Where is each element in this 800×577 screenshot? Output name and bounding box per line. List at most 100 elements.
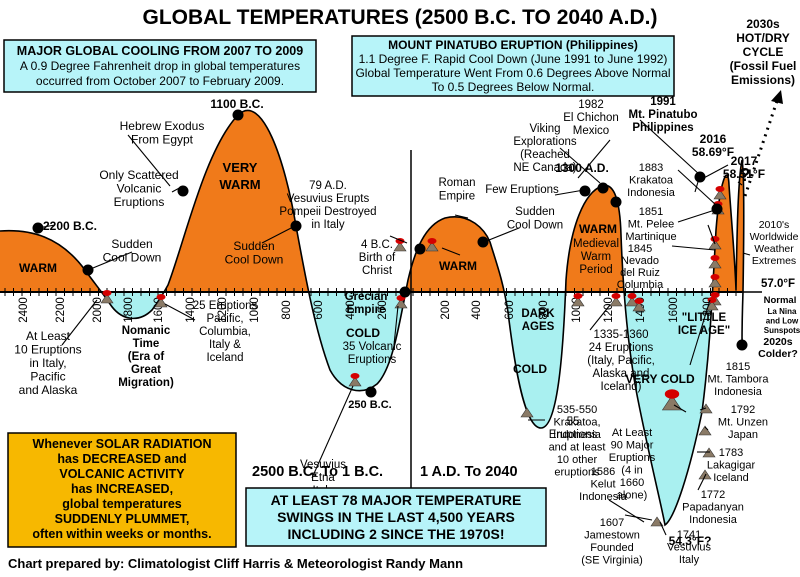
annotation-text: Few Eruptions: [485, 184, 559, 196]
annotation-text: "LITTLE ICE AGE": [678, 312, 730, 337]
region-label: VERY: [223, 160, 258, 175]
cycle-label-line: HOT/DRY: [736, 31, 790, 45]
annotation-text: 1300 A.D.: [555, 161, 609, 175]
solar-box-line: VOLCANIC ACTIVITY: [59, 467, 185, 481]
annotation-text: 1772 Papadanyan Indonesia: [682, 489, 744, 526]
annotation-text: 57.0°F: [761, 278, 795, 290]
leader-line: [742, 252, 751, 256]
region-label: WARM: [219, 177, 260, 192]
eruption-plume-icon: [710, 255, 720, 261]
annotation-text: 2200 B.C.: [43, 219, 97, 233]
chart-title: GLOBAL TEMPERATURES (2500 B.C. TO 2040 A…: [143, 6, 658, 29]
eruption-plume-icon: [573, 293, 583, 299]
region-label: VERY COLD: [625, 372, 695, 386]
event-dot: [365, 386, 377, 398]
event-dot: [711, 203, 723, 215]
x-tick-label: 1800: [123, 297, 135, 323]
x-tick-label: 1200: [217, 297, 229, 323]
annotation-text: 4 B.C. Birth of Christ: [359, 239, 396, 277]
volcano-icon: [698, 469, 712, 480]
cooling-box-line: A 0.9 Degree Fahrenheit drop in global t…: [20, 59, 300, 73]
event-dot: [82, 264, 94, 276]
event-dot: [736, 339, 748, 351]
annotation-text: 1783 Lakagigar Iceland: [707, 447, 756, 484]
annotation-text: 1741 Vesuvius Italy: [667, 529, 712, 566]
leader-line: [673, 404, 687, 413]
volcano-icon: [571, 296, 585, 307]
annotation-text: 54.3°F?: [669, 534, 712, 548]
leader-line: [389, 235, 408, 244]
eruption-plume-icon: [102, 290, 112, 296]
x-tick-label: 200: [440, 300, 452, 319]
annotation-text: 55 Eruptions: [549, 416, 598, 441]
leader-line: [737, 181, 743, 186]
swings-box-line: SWINGS IN THE LAST 4,500 YEARS: [277, 509, 515, 525]
leader-line: [608, 499, 645, 523]
x-tick-label: 400: [345, 300, 357, 319]
cycle-dotted-arrow: [743, 97, 780, 197]
x-tick-label: 2000: [92, 297, 104, 323]
annotation-text: Only Scattered Volcanic Eruptions: [99, 168, 178, 209]
swings-box: AT LEAST 78 MAJOR TEMPERATURE SWINGS IN …: [245, 487, 547, 547]
cycle-label-line: Emissions): [731, 73, 795, 87]
pinatubo-box-line: Global Temperature Went From 0.6 Degrees…: [355, 66, 670, 80]
swings-box-line: INCLUDING 2 SINCE THE 1970S!: [287, 526, 504, 542]
leader-line: [441, 247, 461, 256]
event-dot: [579, 185, 591, 197]
leader-line: [671, 245, 716, 251]
event-dot: [414, 243, 426, 255]
leader-line: [554, 189, 585, 196]
event-points: [32, 109, 748, 398]
annotation-text: 1607 Jamestown Founded (SE Virginia): [581, 517, 643, 567]
region-labels: WARM VERY WARM WARM WARM COLD COLD VERY COLD: [19, 160, 695, 386]
annotation-text: 1851 Mt. Pelee Martinique: [625, 206, 676, 243]
leader-line: [707, 224, 716, 245]
x-tick-label: 600: [504, 300, 516, 319]
volcano-icon: [705, 300, 719, 311]
leader-line: [87, 251, 133, 271]
region-label: COLD: [513, 362, 547, 376]
leader-line: [127, 134, 171, 187]
x-axis-ticks: 2400 2200 2000 1800 1600 1400 1200 1000 800 600 40…: [4, 288, 737, 323]
region-label: WARM: [19, 261, 57, 275]
leader-line: [311, 385, 354, 479]
leader-line: [699, 407, 707, 411]
volcano-icon: [394, 298, 408, 309]
annotation-text: Normal: [764, 295, 797, 306]
solar-box-line: Whenever SOLAR RADIATION: [33, 437, 212, 451]
event-dot: [597, 182, 609, 194]
leader-line: [483, 227, 520, 243]
leader-line: [624, 514, 653, 521]
annotation-text: 250 B.C.: [348, 399, 391, 411]
annotation-text: ?: [740, 165, 751, 185]
annotation-text: Sudden Cool Down: [103, 237, 162, 265]
cooling-box-line: occurred from October 2007 to February 2…: [36, 74, 284, 88]
annotation-text: 79 A.D. Vesuvius Erupts Pompeii Destroyed i…: [279, 180, 376, 231]
volcano-icon: [708, 277, 722, 288]
cooling-box-title: MAJOR GLOBAL COOLING FROM 2007 TO 2009: [17, 44, 303, 58]
eruption-plume-icon: [710, 274, 720, 280]
volcano-icon: [713, 189, 727, 200]
x-tick-label: 1000: [249, 297, 261, 323]
annotation-text: 2010's Worldwide Weather Extremes: [750, 219, 799, 267]
annotation-text: 35 Volcanic Eruptions: [343, 341, 402, 366]
cycle-label-line: 2030s: [746, 17, 780, 31]
leader-line: [697, 473, 707, 491]
annotation-text: 1335-1360 24 Eruptions (Italy, Pacific, Ala…: [587, 329, 655, 393]
x-tick-label: 800: [538, 300, 550, 319]
annotation-text: 1845 Nevado del Ruiz Columbia: [617, 243, 664, 291]
event-dot: [32, 222, 44, 234]
volcano-icon: [708, 258, 722, 269]
annotation-text: 2020s Colder?: [758, 336, 798, 360]
event-dot: [399, 286, 411, 298]
region-label: WARM: [439, 259, 477, 273]
leader-line: [559, 147, 601, 184]
leader-line: [589, 304, 611, 331]
annotation-text: 1815 Mt. Tambora Indonesia: [708, 361, 770, 398]
annotation-text: DARK AGES: [521, 308, 555, 333]
leader-line: [577, 139, 611, 179]
annotations: 2200 B.C. Sudden Cool Down Hebrew Exodus Fro…: [14, 96, 800, 567]
temperature-curve: [0, 109, 745, 527]
annotation-text: At Least 10 Eruptions in Italy, Pacific and …: [14, 329, 81, 397]
leader-line: [454, 214, 469, 219]
